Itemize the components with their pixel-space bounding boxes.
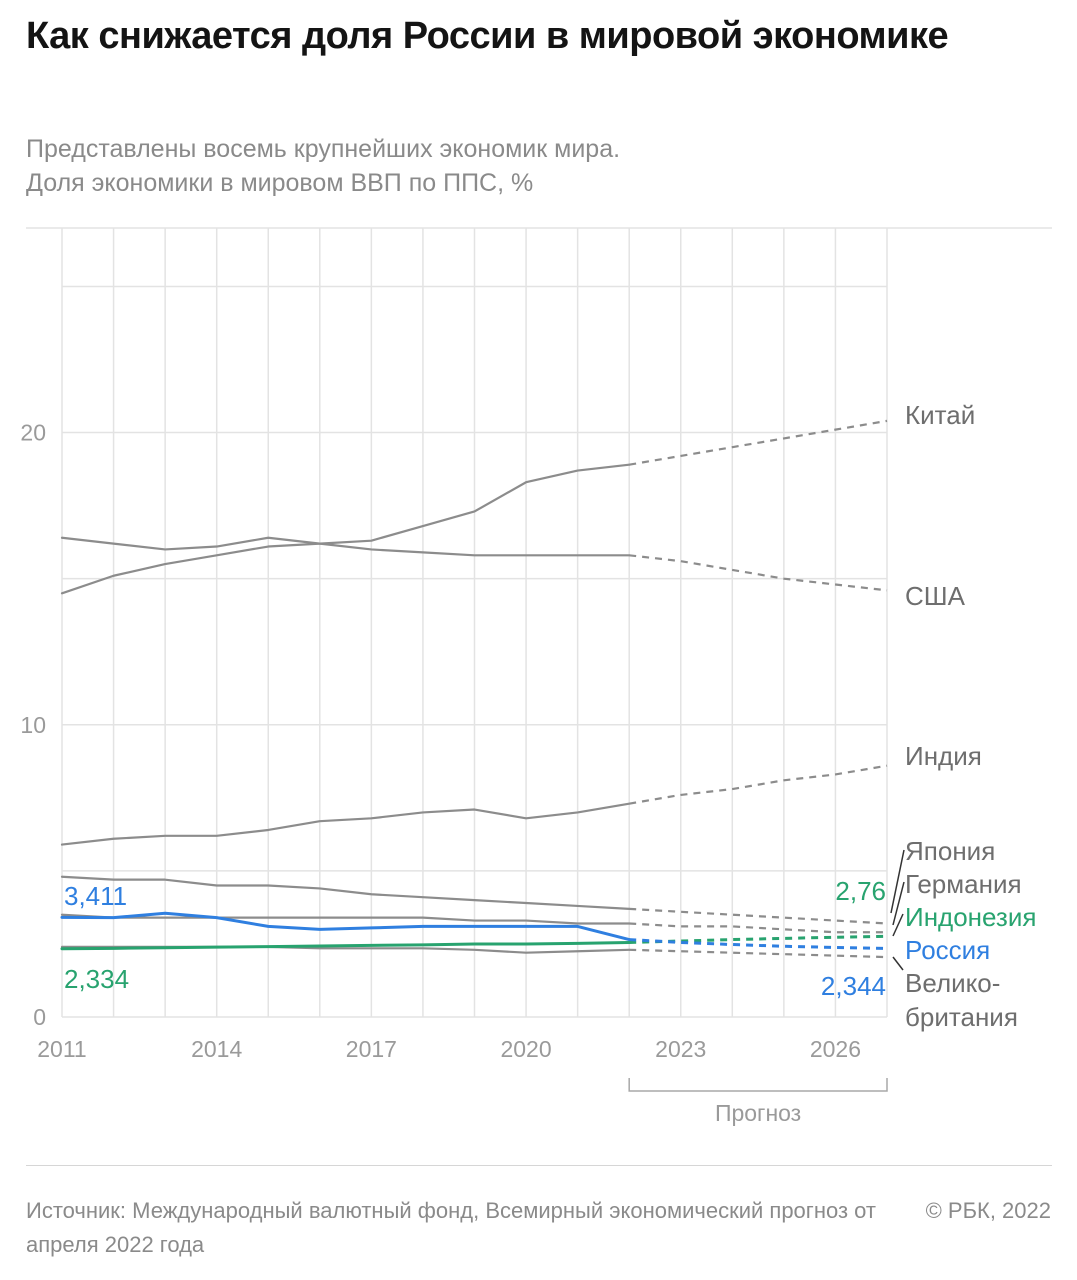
x-tick-label: 2014 bbox=[191, 1036, 242, 1062]
forecast-bracket bbox=[628, 1078, 888, 1092]
label-uk-line2: британия bbox=[905, 1002, 1018, 1032]
annotation-indonesia-start: 2,334 bbox=[64, 964, 129, 994]
series-line-forecast bbox=[629, 907, 888, 925]
label-china: Китай bbox=[905, 400, 975, 430]
x-tick-label: 2011 bbox=[37, 1036, 86, 1062]
annotation-russia-end: 2,344 bbox=[821, 971, 886, 1001]
series-line-forecast bbox=[629, 938, 888, 951]
y-tick-label: 0 bbox=[33, 1004, 46, 1030]
label-usa: США bbox=[905, 581, 966, 611]
subtitle-line-2: Доля экономики в мировом ВВП по ППС, % bbox=[26, 169, 534, 197]
leader-japan bbox=[890, 849, 905, 914]
chart-subtitle: Представлены восемь крупнейших экономик … bbox=[26, 132, 1026, 200]
chart-grid bbox=[26, 227, 1052, 1018]
leader-germany bbox=[892, 881, 905, 926]
label-germany: Германия bbox=[905, 869, 1022, 899]
series-line-actual bbox=[60, 463, 631, 595]
label-india: Индия bbox=[905, 741, 982, 771]
series-line-forecast bbox=[629, 419, 888, 466]
chart-title: Как снижается доля России в мировой экон… bbox=[26, 15, 949, 57]
label-uk-line1: Велико- bbox=[905, 968, 1000, 998]
label-russia: Россия bbox=[905, 935, 990, 965]
annotation-russia-start: 3,411 bbox=[64, 881, 127, 911]
source-note: Источник: Международный валютный фонд, В… bbox=[26, 1198, 876, 1257]
series-line-forecast bbox=[629, 764, 888, 805]
x-tick-label: 2026 bbox=[810, 1036, 861, 1062]
series-line-actual bbox=[60, 913, 631, 925]
leader-indonesia bbox=[892, 913, 904, 937]
chart-axes: 0 10 20 2011 2014 2017 2020 2023 2026 Прогноз bbox=[20, 420, 888, 1126]
copyright: © РБК, 2022 bbox=[925, 1198, 1051, 1223]
annotation-indonesia-end: 2,76 bbox=[835, 876, 886, 906]
series-line-forecast bbox=[629, 922, 887, 934]
series-line-actual bbox=[60, 940, 631, 951]
label-japan: Япония bbox=[905, 836, 995, 866]
x-tick-label: 2023 bbox=[655, 1036, 706, 1062]
series-line-forecast bbox=[629, 554, 888, 592]
series-line-actual bbox=[60, 536, 631, 557]
x-tick-label: 2017 bbox=[346, 1036, 397, 1062]
leader-uk bbox=[892, 956, 904, 971]
series-line-actual bbox=[60, 875, 631, 910]
forecast-label: Прогноз bbox=[715, 1100, 801, 1126]
y-tick-label: 20 bbox=[20, 420, 46, 446]
chart-labels: Китай США Индия ЯпонияГерманияИндонезияРосс… bbox=[64, 400, 1036, 1032]
series-line-forecast bbox=[629, 934, 888, 944]
chart-series bbox=[60, 419, 888, 959]
y-tick-label: 10 bbox=[20, 712, 46, 738]
series-line-forecast bbox=[629, 948, 888, 959]
label-indonesia: Индонезия bbox=[905, 902, 1036, 932]
x-tick-label: 2020 bbox=[500, 1036, 551, 1062]
series-line-actual bbox=[60, 911, 631, 942]
footer-divider bbox=[26, 1165, 1052, 1166]
subtitle-line-1: Представлены восемь крупнейших экономик … bbox=[26, 135, 621, 163]
series-line-actual bbox=[60, 802, 631, 846]
